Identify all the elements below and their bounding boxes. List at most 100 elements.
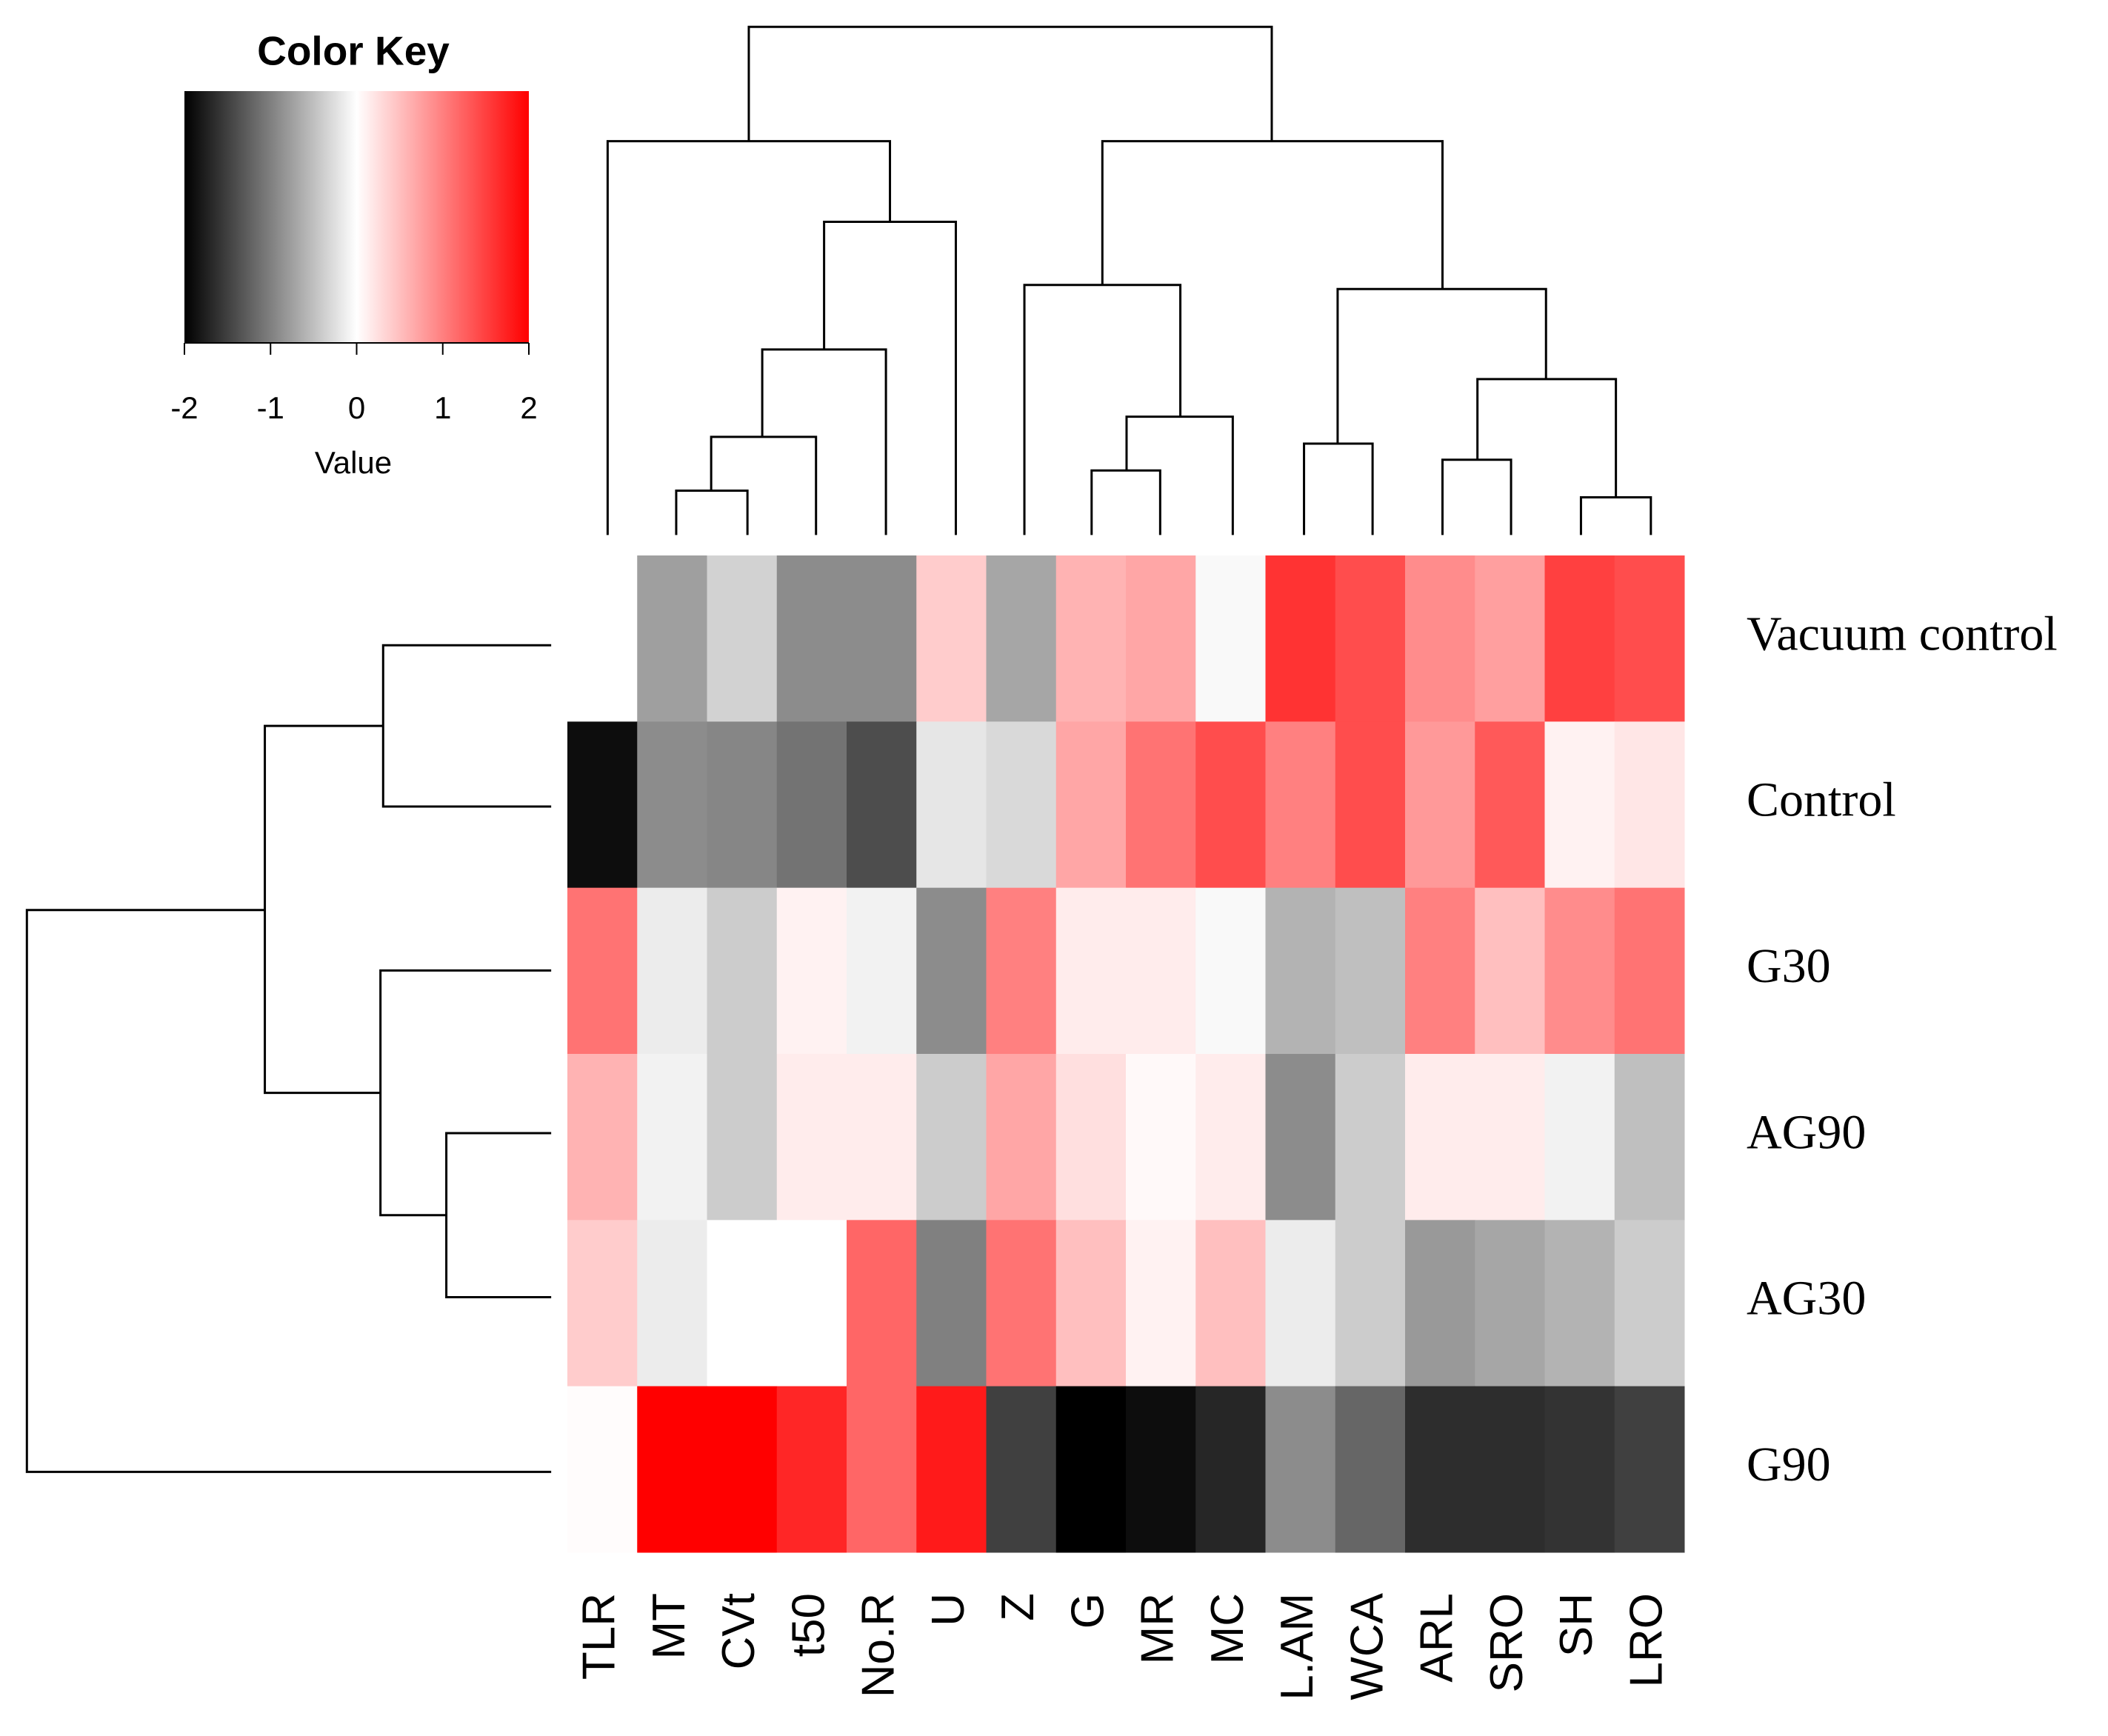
heat-cell [1195, 1386, 1266, 1553]
heat-cell [776, 1220, 847, 1387]
heat-cell [1614, 887, 1685, 1055]
heat-cell [707, 1054, 778, 1221]
heat-cell [1405, 1220, 1475, 1387]
column-dendrogram [1090, 469, 1161, 535]
column-dendrogram [1303, 442, 1374, 535]
column-label: L.AM [1272, 1593, 1323, 1700]
heat-cell [1126, 1386, 1196, 1553]
column-label: MR [1133, 1593, 1184, 1664]
dendrogram [25, 25, 1652, 1473]
heat-cell [1265, 555, 1336, 722]
heat-cell [1475, 1054, 1545, 1221]
heat-cell [847, 1220, 917, 1387]
row-dendrogram [381, 644, 552, 808]
heat-cell [1335, 721, 1406, 889]
column-dendrogram [823, 220, 957, 535]
heat-cell [1544, 1386, 1615, 1553]
heat-cell [1126, 555, 1196, 722]
heat-cell [567, 1220, 638, 1387]
heat-cell [916, 721, 987, 889]
heat-cell [567, 1386, 638, 1553]
column-dendrogram [1579, 496, 1652, 535]
column-label: CVt [713, 1593, 764, 1669]
heat-cell [1405, 555, 1475, 722]
heat-cell [916, 555, 987, 722]
heat-cell [1195, 1220, 1266, 1387]
heat-cell [986, 721, 1057, 889]
heat-cell [1544, 1220, 1615, 1387]
row-label: Vacuum control [1747, 607, 2058, 661]
heat-cell [1475, 555, 1545, 722]
heat-cell [916, 1220, 987, 1387]
column-dendrogram [1476, 378, 1618, 498]
row-label: Control [1747, 773, 1896, 827]
column-dendrogram [606, 140, 892, 535]
heat-cell [567, 887, 638, 1055]
column-label: SRO [1481, 1593, 1532, 1692]
heat-cell [916, 1054, 987, 1221]
heat-cell [637, 555, 707, 722]
heat-cell [1405, 1054, 1475, 1221]
heat-cell [1614, 555, 1685, 722]
key-tick-label: -2 [170, 390, 198, 425]
column-label: Z [993, 1593, 1044, 1621]
heat-cell [986, 1054, 1057, 1221]
heat-cell [1335, 887, 1406, 1055]
heat-cell [1265, 721, 1336, 889]
heat-cell [1544, 887, 1615, 1055]
heat-cell [707, 1386, 778, 1553]
heat-cell [637, 1054, 707, 1221]
row-dendrogram [445, 1132, 552, 1298]
heat-cell [776, 887, 847, 1055]
heat-cell [1126, 887, 1196, 1055]
heat-cell [776, 1386, 847, 1553]
heat-cell [1614, 721, 1685, 889]
heat-cell [1055, 1220, 1127, 1387]
heat-cell [1335, 1220, 1406, 1387]
column-dendrogram [1023, 284, 1182, 535]
row-label: G90 [1747, 1438, 1831, 1492]
heat-cell [1195, 1054, 1266, 1221]
heat-cell [1195, 887, 1266, 1055]
row-label: AG90 [1747, 1105, 1866, 1159]
heat-cell [1265, 1386, 1336, 1553]
heat-cell [1405, 887, 1475, 1055]
column-dendrogram [1125, 415, 1234, 535]
row-label: G30 [1747, 939, 1831, 993]
heat-cell [1126, 721, 1196, 889]
heat-cell [1055, 1054, 1127, 1221]
heat-cell [1335, 1054, 1406, 1221]
heat-cell [1614, 1386, 1685, 1553]
heat-cell [1475, 887, 1545, 1055]
key-tick-label: 1 [434, 390, 451, 425]
heat-cell [847, 721, 917, 889]
heat-cell [637, 1386, 707, 1553]
heat-cell [1126, 1220, 1196, 1387]
heat-cell [1544, 555, 1615, 722]
row-label: AG30 [1747, 1272, 1866, 1326]
heat-cell [1055, 1386, 1127, 1553]
heat-cell [637, 721, 707, 889]
column-label: ARL [1412, 1593, 1463, 1683]
column-label: G [1062, 1593, 1113, 1629]
heat-cell [567, 555, 638, 722]
heat-cell [707, 721, 778, 889]
heat-cell [1475, 1386, 1545, 1553]
column-dendrogram [747, 25, 1273, 141]
heat-cell [986, 1386, 1057, 1553]
heat-cell [847, 1386, 917, 1553]
column-label: U [923, 1593, 974, 1626]
column-label: MT [644, 1593, 695, 1660]
column-dendrogram [1336, 287, 1547, 444]
column-label: TLR [574, 1593, 625, 1680]
column-dendrogram [1441, 458, 1512, 535]
heat-cell [776, 721, 847, 889]
heat-cell [637, 887, 707, 1055]
heat-cell [567, 1054, 638, 1221]
heat-cell [1614, 1054, 1685, 1221]
heat-cell [1195, 721, 1266, 889]
heat-cell [847, 555, 917, 722]
key-tick-label: 2 [520, 390, 537, 425]
heat-cell [1335, 555, 1406, 722]
